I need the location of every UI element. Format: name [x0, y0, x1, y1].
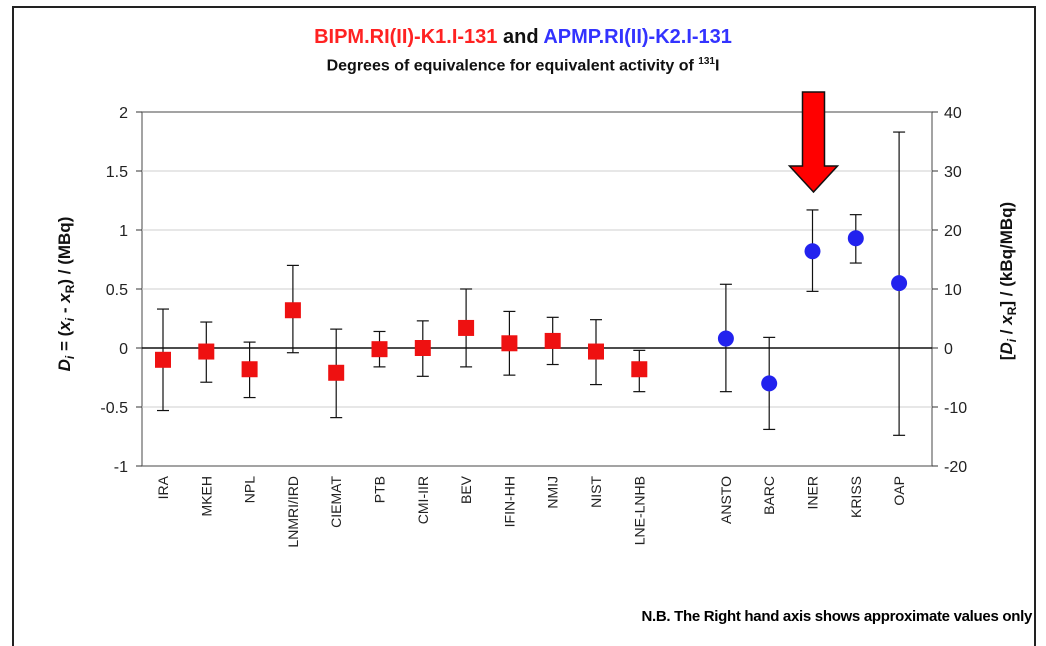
subtitle-prefix: Degrees of equivalence for equivalent ac…: [326, 57, 699, 75]
category-label: NPL: [242, 476, 258, 503]
y-right-tick-label: 40: [944, 105, 962, 122]
point-nist: [588, 343, 604, 360]
category-label: CMI-IIR: [415, 476, 431, 524]
y-tick-label: 1: [119, 223, 128, 240]
point-barc: [761, 375, 778, 392]
category-label: LNE-LNHB: [631, 476, 647, 545]
y-axis-title: Di = (xi - xR) / (MBq): [55, 217, 77, 372]
y-right-tick-label: 30: [944, 164, 962, 181]
category-label: IFIN-HH: [501, 476, 517, 527]
point-cmi-iir: [414, 340, 431, 356]
y-right-axis-title: [Di / xR] / (kBq/MBq): [997, 202, 1019, 360]
point-bev: [458, 319, 475, 336]
point-ira: [155, 351, 171, 368]
point-ansto: [717, 330, 734, 347]
category-label: CIEMAT: [328, 476, 344, 528]
point-kriss: [847, 230, 864, 247]
point-mkeh: [198, 343, 215, 360]
point-ptb: [371, 341, 388, 358]
point-ciemat: [328, 364, 345, 381]
point-npl: [241, 361, 258, 378]
category-label: NMIJ: [545, 476, 561, 509]
point-ifin-hh: [501, 335, 518, 352]
y-tick-label: 1.5: [106, 164, 128, 181]
category-label: IRA: [155, 475, 171, 499]
point-lnmri-ird: [284, 302, 301, 319]
category-label: OAP: [891, 476, 907, 506]
category-label: NIST: [588, 476, 604, 508]
category-label: INER: [805, 476, 821, 509]
y-right-tick-label: -20: [944, 459, 967, 476]
arrow-annotation: [787, 91, 840, 194]
y-right-tick-label: 20: [944, 223, 962, 240]
point-lne-lnhb: [631, 361, 648, 378]
title-joiner: and: [497, 26, 544, 48]
category-label: MKEH: [198, 476, 214, 516]
figure-frame: [12, 6, 1036, 646]
category-label: KRISS: [848, 476, 864, 518]
chart-title: BIPM.RI(II)-K1.I-131 and APMP.RI(II)-K2.…: [0, 26, 1046, 49]
y-tick-label: 2: [119, 105, 128, 122]
title-part-k1: BIPM.RI(II)-K1.I-131: [314, 26, 498, 48]
y-right-tick-label: -10: [944, 400, 967, 417]
y-tick-label: 0.5: [106, 282, 128, 299]
y-tick-label: 0: [119, 341, 128, 358]
category-label: BARC: [761, 476, 777, 515]
category-label: PTB: [372, 476, 388, 503]
category-label: BEV: [458, 475, 474, 504]
y-right-tick-label: 10: [944, 282, 962, 299]
y-tick-label: -1: [114, 459, 128, 476]
y-tick-label: -0.5: [100, 400, 128, 417]
subtitle-superscript: 131: [698, 56, 715, 67]
subtitle-suffix: I: [714, 57, 720, 75]
y-right-tick-label: 0: [944, 341, 953, 358]
footnote: N.B. The Right hand axis shows approxima…: [641, 608, 1032, 625]
point-oap: [891, 275, 908, 292]
category-label: ANSTO: [718, 476, 734, 524]
point-nmij: [544, 332, 561, 349]
point-iner: [804, 243, 821, 260]
title-part-k2: APMP.RI(II)-K2.I-131: [543, 26, 732, 48]
chart-subtitle: Degrees of equivalence for equivalent ac…: [0, 56, 1046, 75]
category-label: LNMRI/IRD: [285, 476, 301, 548]
